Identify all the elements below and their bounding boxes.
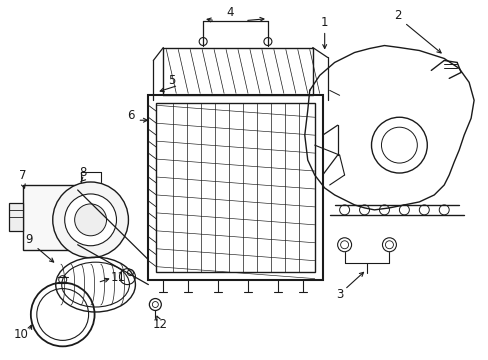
Text: 12: 12 <box>153 318 167 331</box>
Circle shape <box>75 204 106 236</box>
Text: 5: 5 <box>168 74 176 87</box>
Text: 9: 9 <box>25 233 33 246</box>
Text: 7: 7 <box>19 168 26 181</box>
Text: 8: 8 <box>79 166 86 179</box>
Text: 3: 3 <box>335 288 343 301</box>
Bar <box>23 185 78 250</box>
Text: 1: 1 <box>320 16 328 29</box>
Bar <box>148 95 322 280</box>
Text: 4: 4 <box>226 6 233 19</box>
Circle shape <box>64 194 116 246</box>
Text: 10: 10 <box>13 328 28 341</box>
Text: 6: 6 <box>126 109 134 122</box>
Bar <box>9 203 23 231</box>
Bar <box>156 103 314 272</box>
Circle shape <box>53 182 128 258</box>
Text: 2: 2 <box>393 9 400 22</box>
Text: 11: 11 <box>111 271 126 284</box>
